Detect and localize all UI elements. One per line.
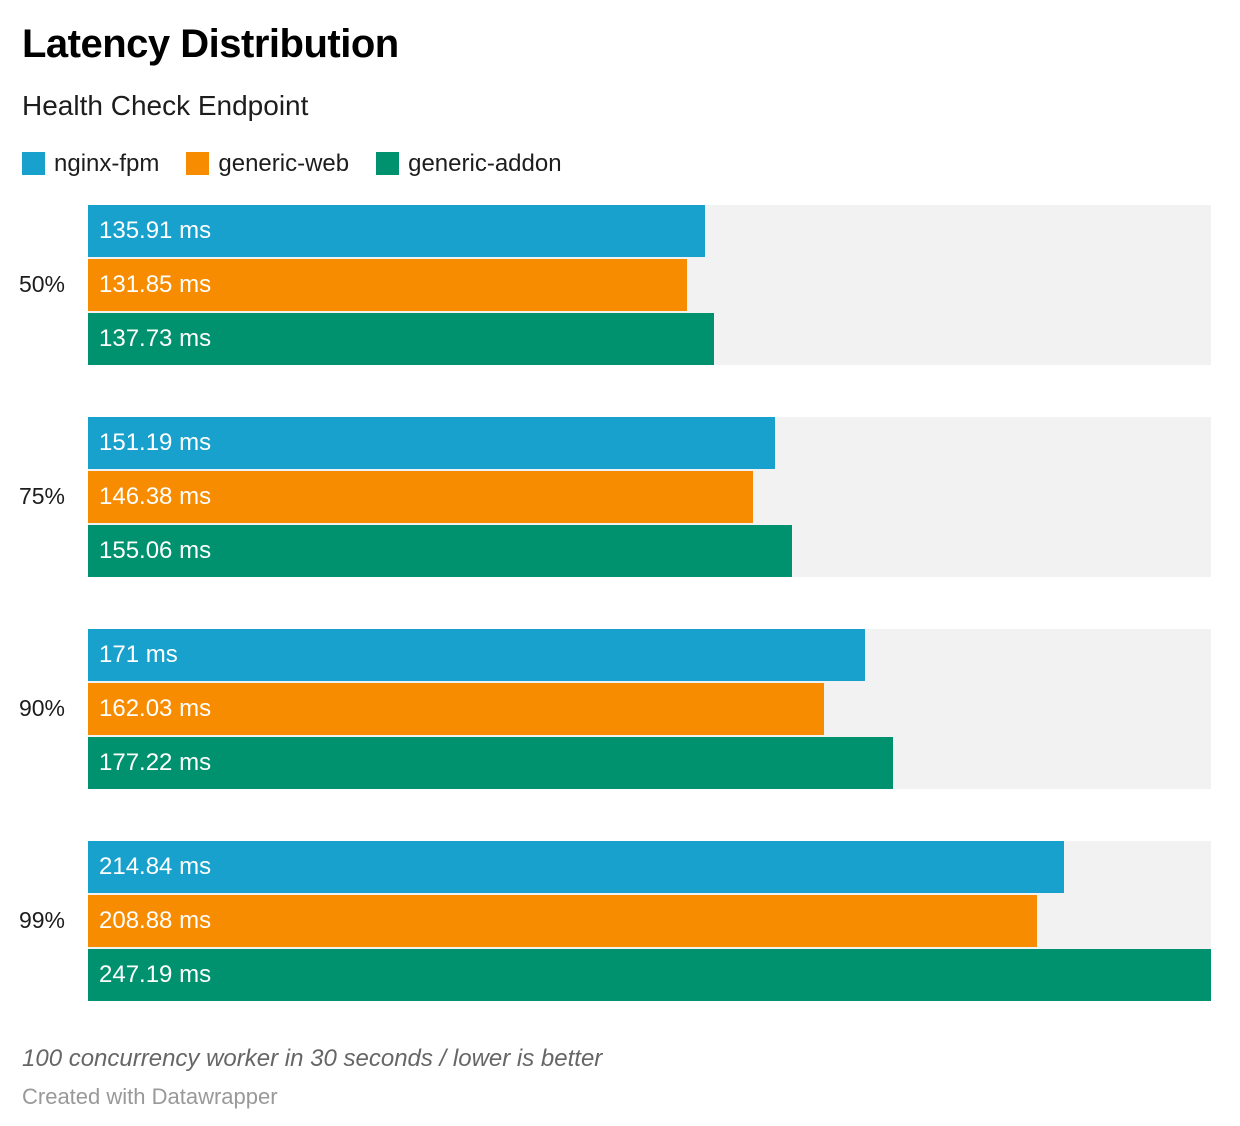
category-label: 90% xyxy=(18,695,65,722)
bar-generic-web: 131.85 ms xyxy=(88,258,687,311)
legend-item-label: generic-web xyxy=(218,149,350,177)
bar-generic-addon: 247.19 ms xyxy=(88,948,1211,1001)
bar-value-label: 151.19 ms xyxy=(99,428,212,456)
chart-subtitle: Health Check Endpoint xyxy=(22,90,309,121)
bar-nginx-fpm: 151.19 ms xyxy=(88,416,775,469)
legend-swatch-icon xyxy=(376,152,400,176)
bar-chart: 50% 135.91 ms 131.85 ms 137.73 ms 75% 151.19 … xyxy=(0,204,1240,1001)
bar-track: 137.73 ms xyxy=(88,312,1211,365)
legend-item-generic-addon: generic-addon xyxy=(376,149,562,178)
bar-track: 155.06 ms xyxy=(88,524,1211,577)
bar-track: 208.88 ms xyxy=(88,894,1211,947)
bar-track: 214.84 ms xyxy=(88,840,1211,893)
bar-track-group: 151.19 ms 146.38 ms 155.06 ms xyxy=(88,416,1211,577)
bar-value-label: 214.84 ms xyxy=(99,852,212,880)
bar-nginx-fpm: 171 ms xyxy=(88,628,865,681)
bar-nginx-fpm: 135.91 ms xyxy=(88,204,706,257)
legend-item-label: nginx-fpm xyxy=(54,149,160,177)
legend: nginx-fpm generic-web generic-addon xyxy=(22,150,1218,178)
bar-value-label: 177.22 ms xyxy=(99,748,212,776)
bar-value-label: 137.73 ms xyxy=(99,324,212,352)
bar-generic-addon: 177.22 ms xyxy=(88,736,894,789)
bar-group-99: 99% 214.84 ms 208.88 ms 247.19 ms xyxy=(0,840,1240,1001)
bar-track: 151.19 ms xyxy=(88,416,1211,469)
bar-track: 177.22 ms xyxy=(88,736,1211,789)
bar-track: 131.85 ms xyxy=(88,258,1211,311)
chart-title: Latency Distribution xyxy=(22,22,399,66)
legend-item-label: generic-addon xyxy=(408,149,562,177)
bar-value-label: 162.03 ms xyxy=(99,694,212,722)
bar-value-label: 146.38 ms xyxy=(99,482,212,510)
bar-generic-addon: 155.06 ms xyxy=(88,524,793,577)
bar-generic-web: 146.38 ms xyxy=(88,470,754,523)
legend-item-nginx-fpm: nginx-fpm xyxy=(22,150,159,178)
bar-track-group: 214.84 ms 208.88 ms 247.19 ms xyxy=(88,840,1211,1001)
bar-value-label: 131.85 ms xyxy=(99,270,212,298)
bar-generic-addon: 137.73 ms xyxy=(88,312,714,365)
bar-track: 162.03 ms xyxy=(88,682,1211,735)
bar-group-75: 75% 151.19 ms 146.38 ms 155.06 ms xyxy=(0,416,1240,577)
bar-value-label: 171 ms xyxy=(99,640,178,668)
bar-value-label: 208.88 ms xyxy=(99,906,212,934)
category-label: 50% xyxy=(18,271,65,298)
category-label: 99% xyxy=(18,907,65,934)
bar-group-50: 50% 135.91 ms 131.85 ms 137.73 ms xyxy=(0,204,1240,365)
footnote: 100 concurrency worker in 30 seconds / l… xyxy=(22,1044,603,1072)
bar-value-label: 135.91 ms xyxy=(99,216,212,244)
bar-track: 146.38 ms xyxy=(88,470,1211,523)
bar-track-group: 171 ms 162.03 ms 177.22 ms xyxy=(88,628,1211,789)
bar-generic-web: 162.03 ms xyxy=(88,682,825,735)
bar-track: 247.19 ms xyxy=(88,948,1211,1001)
category-label: 75% xyxy=(18,483,65,510)
legend-item-generic-web: generic-web xyxy=(186,150,349,178)
bar-value-label: 155.06 ms xyxy=(99,536,212,564)
legend-swatch-icon xyxy=(186,152,210,176)
bar-group-90: 90% 171 ms 162.03 ms 177.22 ms xyxy=(0,628,1240,789)
bar-generic-web: 208.88 ms xyxy=(88,894,1037,947)
bar-track: 135.91 ms xyxy=(88,204,1211,257)
bar-track: 171 ms xyxy=(88,628,1211,681)
bar-value-label: 247.19 ms xyxy=(99,960,212,988)
bar-track-group: 135.91 ms 131.85 ms 137.73 ms xyxy=(88,204,1211,365)
bar-nginx-fpm: 214.84 ms xyxy=(88,840,1065,893)
datawrapper-credit: Created with Datawrapper xyxy=(22,1084,278,1110)
legend-swatch-icon xyxy=(22,152,45,176)
